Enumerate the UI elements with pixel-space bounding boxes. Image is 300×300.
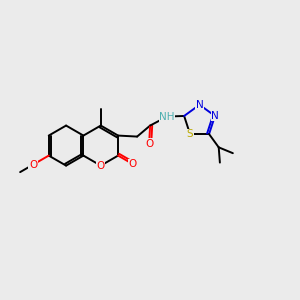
Text: N: N: [196, 100, 203, 110]
Text: S: S: [187, 129, 193, 139]
Text: N: N: [211, 111, 219, 121]
Text: O: O: [29, 160, 37, 170]
Text: O: O: [97, 160, 105, 171]
Text: O: O: [129, 159, 137, 169]
Text: O: O: [145, 139, 153, 148]
Text: NH: NH: [159, 112, 175, 122]
